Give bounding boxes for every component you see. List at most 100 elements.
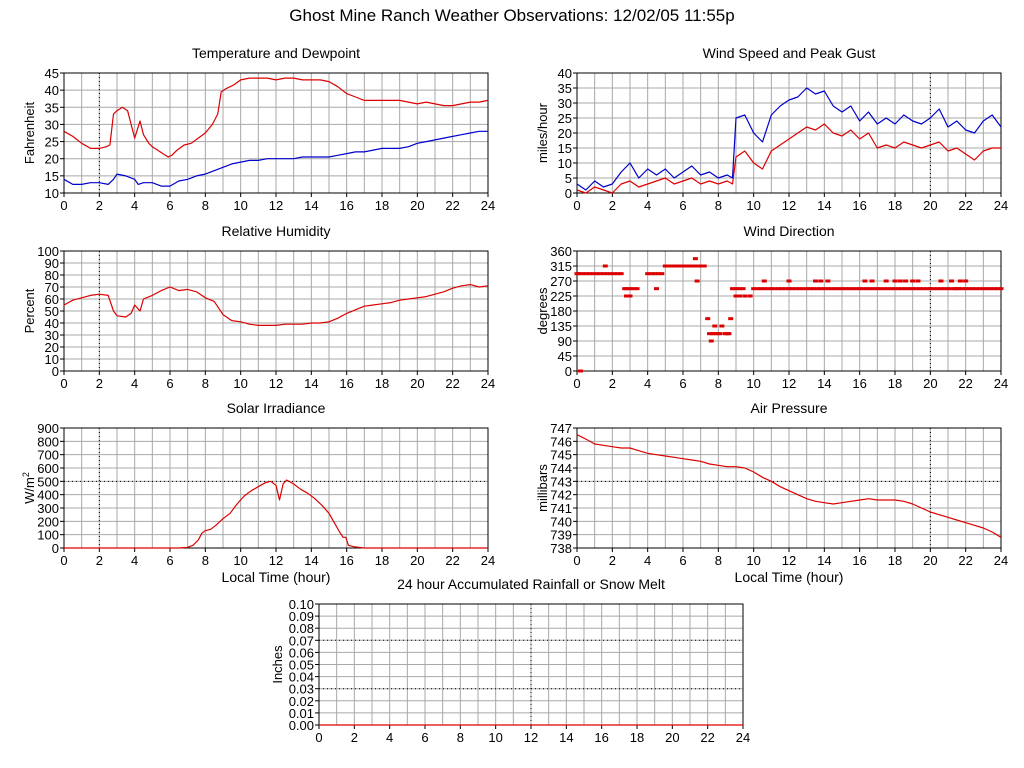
y-tick-label: 742 xyxy=(550,488,572,503)
data-point xyxy=(885,287,891,291)
data-point xyxy=(821,287,827,291)
x-tick-label: 8 xyxy=(715,198,722,213)
x-tick-label: 12 xyxy=(782,198,796,213)
data-point xyxy=(998,287,1004,291)
data-point xyxy=(860,287,866,291)
y-tick-label: 0 xyxy=(565,364,572,379)
data-point xyxy=(708,339,714,343)
data-point xyxy=(991,287,997,291)
chart-title: Wind Direction xyxy=(743,223,834,239)
data-point xyxy=(761,287,767,291)
data-point xyxy=(694,279,700,283)
y-tick-label: 270 xyxy=(550,274,572,289)
x-tick-label: 22 xyxy=(445,198,459,213)
data-point xyxy=(807,287,813,291)
data-point xyxy=(910,279,916,283)
y-tick-label: 45 xyxy=(558,349,572,364)
y-tick-label: 0.04 xyxy=(289,670,314,685)
data-point xyxy=(825,279,831,283)
y-tick-label: 15 xyxy=(558,141,572,156)
data-point xyxy=(645,272,651,276)
y-tick-label: 10 xyxy=(558,156,572,171)
data-point xyxy=(701,264,707,268)
y-tick-label: 0 xyxy=(52,364,59,379)
x-tick-label: 10 xyxy=(233,553,247,568)
x-tick-label: 22 xyxy=(958,553,972,568)
data-point xyxy=(869,279,875,283)
data-point xyxy=(737,287,743,291)
x-tick-label: 8 xyxy=(715,553,722,568)
y-tick-label: 25 xyxy=(45,135,59,150)
y-tick-label: 40 xyxy=(45,83,59,98)
data-point xyxy=(623,294,629,298)
data-point xyxy=(627,294,633,298)
x-tick-label: 4 xyxy=(644,376,651,391)
x-tick-label: 2 xyxy=(96,553,103,568)
x-tick-label: 12 xyxy=(269,198,283,213)
x-tick-label: 6 xyxy=(166,198,173,213)
x-tick-label: 8 xyxy=(457,730,464,745)
y-tick-label: 135 xyxy=(550,319,572,334)
data-point xyxy=(977,287,983,291)
data-point xyxy=(874,287,880,291)
data-point xyxy=(934,287,940,291)
data-point xyxy=(623,287,629,291)
y-tick-label: 180 xyxy=(550,304,572,319)
data-point xyxy=(782,287,788,291)
data-point xyxy=(910,287,916,291)
x-tick-label: 20 xyxy=(410,376,424,391)
data-point xyxy=(705,317,711,321)
data-point xyxy=(938,287,944,291)
chart-title: 24 hour Accumulated Rainfall or Snow Mel… xyxy=(397,576,665,592)
x-tick-label: 20 xyxy=(923,376,937,391)
data-point xyxy=(611,272,617,276)
x-tick-label: 10 xyxy=(746,376,760,391)
y-tick-label: 400 xyxy=(37,488,59,503)
y-tick-label: 300 xyxy=(37,501,59,516)
x-tick-label: 18 xyxy=(630,730,644,745)
series-line-0 xyxy=(576,123,1001,194)
x-tick-label: 22 xyxy=(958,198,972,213)
data-point xyxy=(892,287,898,291)
data-point xyxy=(818,287,824,291)
data-point xyxy=(924,287,930,291)
data-point xyxy=(754,287,760,291)
data-point xyxy=(883,279,889,283)
y-tick-label: 20 xyxy=(558,126,572,141)
data-point xyxy=(758,287,764,291)
x-tick-label: 6 xyxy=(166,376,173,391)
x-tick-label: 22 xyxy=(445,553,459,568)
series-line-1 xyxy=(63,130,488,187)
chart-title: Solar Irradiance xyxy=(227,400,326,416)
data-point xyxy=(843,287,849,291)
data-point xyxy=(941,287,947,291)
data-point xyxy=(888,287,894,291)
x-tick-label: 4 xyxy=(131,376,138,391)
data-point xyxy=(602,264,608,268)
x-tick-label: 2 xyxy=(96,198,103,213)
data-point xyxy=(814,287,820,291)
x-tick-label: 12 xyxy=(269,376,283,391)
x-tick-label: 4 xyxy=(386,730,393,745)
data-point xyxy=(793,287,799,291)
data-point xyxy=(915,279,921,283)
x-tick-label: 6 xyxy=(679,198,686,213)
data-point xyxy=(579,272,585,276)
x-tick-label: 16 xyxy=(339,198,353,213)
y-tick-label: 746 xyxy=(550,434,572,449)
y-tick-label: 739 xyxy=(550,528,572,543)
data-point xyxy=(917,287,923,291)
y-axis-label-superscript: 2 xyxy=(21,472,31,477)
y-tick-label: 35 xyxy=(558,81,572,96)
x-tick-label: 24 xyxy=(994,376,1008,391)
data-point xyxy=(828,287,834,291)
series-line-0 xyxy=(63,77,489,158)
data-point xyxy=(604,272,610,276)
x-tick-label: 12 xyxy=(269,553,283,568)
y-tick-label: 40 xyxy=(45,316,59,331)
data-point xyxy=(608,272,614,276)
data-point xyxy=(954,287,960,291)
